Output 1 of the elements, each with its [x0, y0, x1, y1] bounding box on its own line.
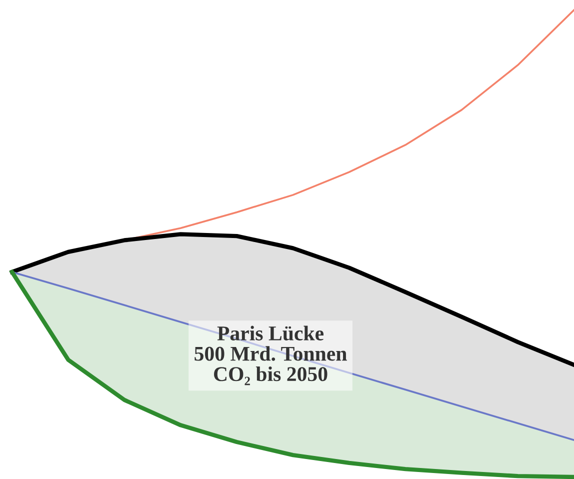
annotation: Paris Lücke 500 Mrd. Tonnen CO₂ bis 2050 [194, 326, 347, 386]
